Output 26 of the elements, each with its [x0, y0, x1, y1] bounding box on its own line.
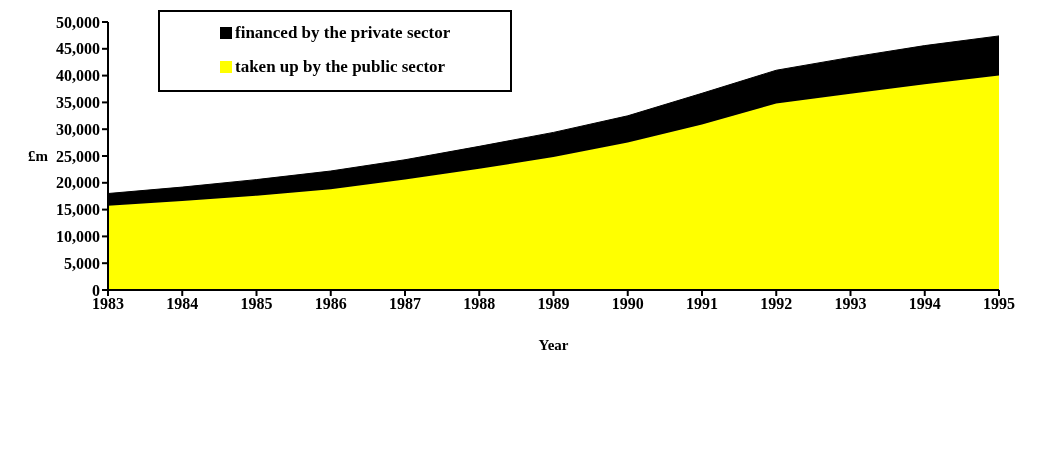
x-tick-label: 1986: [314, 295, 347, 313]
y-tick-label: 30,000: [56, 120, 100, 138]
x-tick-label: 1991: [686, 295, 718, 313]
x-tick-label: 1984: [166, 295, 199, 313]
y-tick-label: 15,000: [56, 201, 100, 219]
legend-label: taken up by the public sector: [235, 57, 446, 77]
x-axis-title: Year: [538, 337, 569, 353]
y-tick-label: 35,000: [56, 94, 100, 112]
y-tick-label: 25,000: [56, 147, 100, 165]
y-tick-label: 45,000: [56, 40, 100, 58]
legend-label: financed by the private sector: [235, 23, 451, 43]
y-axis-title: £m: [28, 148, 49, 165]
x-tick-label: 1993: [834, 295, 867, 313]
x-tick-label: 1992: [760, 295, 793, 313]
y-tick-label: 50,000: [56, 13, 100, 31]
x-tick-label: 1994: [908, 295, 941, 313]
y-tick-label: 40,000: [56, 67, 100, 85]
x-tick-label: 1988: [463, 295, 496, 313]
x-tick-label: 1987: [389, 295, 421, 313]
y-tick-label: 5,000: [64, 254, 100, 272]
y-tick-label: 10,000: [56, 228, 100, 246]
x-tick-label: 1989: [537, 295, 570, 313]
y-tick-label: 20,000: [56, 174, 100, 192]
x-tick-label: 1990: [611, 295, 644, 313]
x-tick-label: 1995: [983, 295, 1015, 313]
x-tick-label: 1985: [240, 295, 273, 313]
